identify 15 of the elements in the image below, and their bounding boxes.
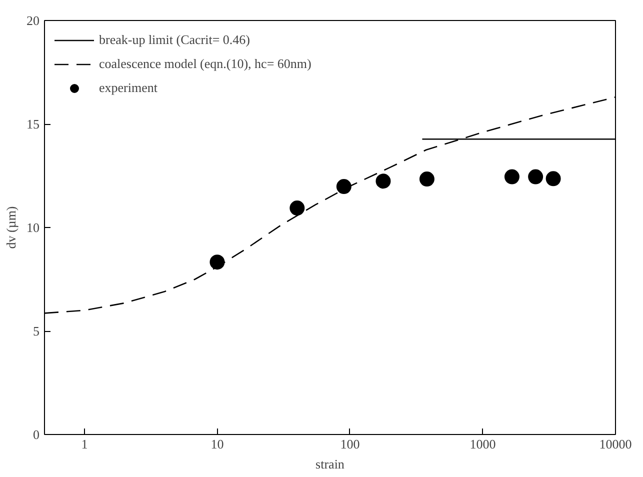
x-tick-label: 10000 xyxy=(599,436,632,452)
x-axis-title: strain xyxy=(316,456,345,472)
legend-label: experiment xyxy=(99,80,158,96)
y-tick-label: 15 xyxy=(26,116,40,132)
legend-label: coalescence model (eqn.(10), hc= 60nm) xyxy=(99,56,312,72)
legend-label: break-up limit (Cacrit= 0.46) xyxy=(99,32,250,48)
y-tick-label: 10 xyxy=(26,220,40,235)
y-axis-title: dv (µm) xyxy=(4,206,18,249)
x-tick-label: 1000 xyxy=(470,436,496,452)
y-tick-label: 20 xyxy=(26,13,40,28)
x-tick-label: 100 xyxy=(340,436,360,452)
y-tick-label: 5 xyxy=(33,324,40,338)
y-tick-label: 0 xyxy=(33,427,40,442)
x-tick-label: 1 xyxy=(81,436,88,452)
x-tick-label: 10 xyxy=(210,436,224,452)
